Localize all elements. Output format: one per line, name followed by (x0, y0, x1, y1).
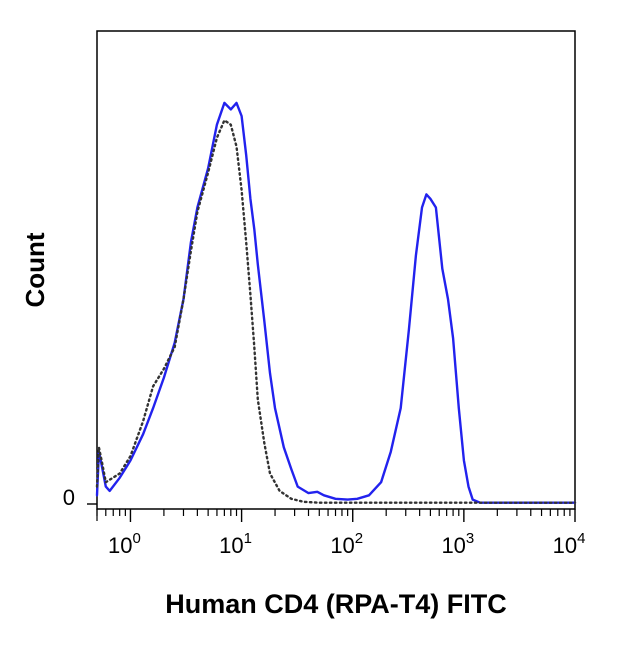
x-axis-ticks (87, 503, 576, 522)
tick-labels: 100 101 102 103 104 0 (63, 485, 586, 558)
x-tick-label: 100 (108, 530, 141, 558)
plot-series (95, 101, 577, 504)
x-axis-title: Human CD4 (RPA-T4) FITC (165, 589, 507, 619)
x-tick-label: 101 (219, 530, 252, 558)
x-tick-label: 104 (553, 530, 586, 558)
isotype-control-line (95, 119, 577, 504)
cd4-stained-line (95, 101, 577, 504)
y-tick-label: 0 (63, 485, 75, 510)
y-axis-title: Count (20, 232, 50, 307)
x-tick-label: 102 (330, 530, 363, 558)
x-tick-label: 103 (441, 530, 474, 558)
